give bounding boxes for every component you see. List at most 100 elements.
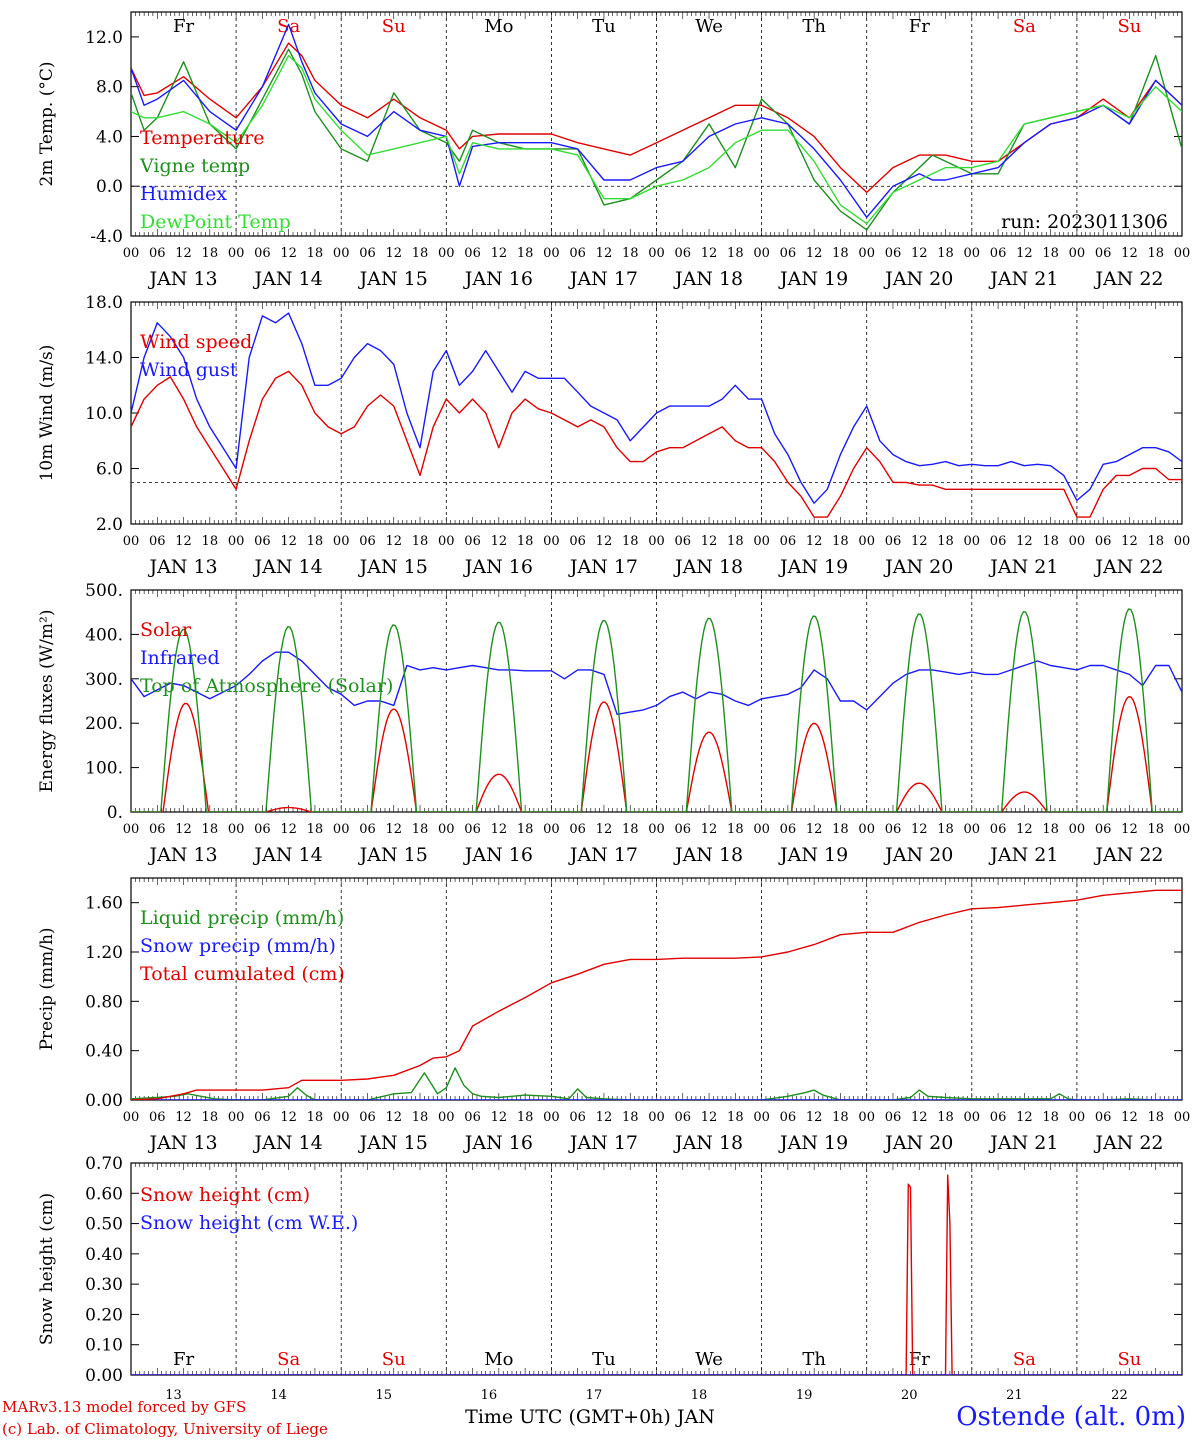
hour-tick-label: 00: [648, 534, 665, 549]
hour-tick-label: 18: [727, 822, 744, 837]
series-group: [131, 608, 1182, 812]
hour-tick-label: 00: [1174, 534, 1191, 549]
series-line: [131, 651, 1182, 715]
hour-tick-label: 00: [543, 534, 560, 549]
hour-tick-label: 12: [491, 822, 508, 837]
hour-tick-label: 00: [543, 822, 560, 837]
hour-tick-label: 18: [832, 822, 849, 837]
hour-tick-label: 18: [1147, 246, 1164, 261]
date-label: JAN 15: [358, 844, 428, 866]
date-label: JAN 15: [358, 556, 428, 578]
legend-entry: Snow height (cm W.E.): [140, 1212, 358, 1234]
y-tick-label: 300.: [85, 670, 123, 690]
hour-tick-label: 12: [806, 534, 823, 549]
date-label: JAN 17: [568, 268, 638, 290]
hour-tick-label: 06: [254, 1110, 271, 1125]
hour-tick-label: 12: [911, 246, 928, 261]
hour-tick-label: 06: [569, 534, 586, 549]
date-label: JAN 20: [883, 268, 953, 290]
hour-tick-label: 06: [885, 1110, 902, 1125]
hour-tick-label: 00: [123, 246, 140, 261]
hour-tick-label: 06: [1095, 534, 1112, 549]
hour-tick-label: 12: [1121, 1110, 1138, 1125]
hour-tick-label: 12: [806, 246, 823, 261]
weekday-label: Mo: [484, 16, 513, 37]
date-label: JAN 13: [147, 1132, 217, 1154]
date-label: JAN 21: [988, 268, 1058, 290]
panel-5: 0.00 0.10 0.20 0.30 0.40 0.50 0.60 0.70 Snow hei…: [37, 1154, 1183, 1403]
date-label: JAN 21: [988, 556, 1058, 578]
hour-tick-label: 06: [780, 1110, 797, 1125]
weekday-label: We: [695, 16, 723, 37]
run-label: run: 2023011306: [1001, 211, 1168, 233]
y-tick-label: 0.80: [85, 992, 123, 1012]
hour-tick-label: 06: [885, 822, 902, 837]
hour-tick-label: 00: [438, 246, 455, 261]
date-label: JAN 19: [778, 844, 848, 866]
lab-credit: (c) Lab. of Climatology, University of L…: [2, 1420, 328, 1438]
hour-tick-label: 00: [1069, 822, 1086, 837]
hour-tick-label: 12: [1016, 246, 1033, 261]
hour-tick-label: 06: [464, 822, 481, 837]
panel-4: 0.00 0.40 0.80 1.20 1.60 Precip (mm/h) 00 06 12 1…: [37, 877, 1190, 1154]
hour-tick-label: 18: [622, 246, 639, 261]
y-tick-label: 14.0: [85, 349, 123, 369]
y-tick-label: 12.0: [85, 28, 123, 48]
hour-tick-label: 00: [228, 534, 245, 549]
hour-tick-label: 18: [517, 1110, 534, 1125]
hour-tick-label: 06: [1095, 822, 1112, 837]
hour-tick-label: 12: [280, 246, 297, 261]
hour-tick-label: 00: [1069, 534, 1086, 549]
date-label: JAN 22: [1093, 844, 1163, 866]
hour-tick-label: 00: [543, 246, 560, 261]
hour-tick-label: 00: [648, 822, 665, 837]
hour-tick-label: 12: [491, 534, 508, 549]
series-line: [131, 696, 1182, 812]
hour-tick-label: 00: [1174, 822, 1191, 837]
hour-tick-label: 00: [753, 822, 770, 837]
hour-tick-label: 12: [911, 822, 928, 837]
hour-tick-label: 18: [412, 534, 429, 549]
date-label: JAN 18: [673, 268, 743, 290]
series-group: [131, 1174, 1182, 1375]
hour-tick-label: 18: [412, 1110, 429, 1125]
date-label: JAN 15: [358, 268, 428, 290]
date-label: JAN 16: [463, 844, 533, 866]
date-label: 15: [375, 1388, 392, 1403]
hour-tick-label: 12: [175, 822, 192, 837]
hour-tick-label: 18: [937, 822, 954, 837]
y-tick-label: 0.10: [85, 1336, 123, 1356]
station-label: Ostende (alt. 0m): [956, 1402, 1186, 1432]
hour-tick-label: 12: [806, 822, 823, 837]
model-credit: MARv3.13 model forced by GFS: [2, 1398, 247, 1416]
hour-tick-label: 12: [385, 534, 402, 549]
legend-entry: DewPoint Temp: [140, 211, 291, 233]
hour-tick-label: 00: [123, 534, 140, 549]
hour-tick-label: 18: [202, 246, 219, 261]
legend-entry: Total cumulated (cm): [140, 963, 345, 985]
date-label: JAN 13: [147, 844, 217, 866]
hour-tick-label: 06: [149, 534, 166, 549]
hour-tick-label: 00: [123, 1110, 140, 1125]
hour-tick-label: 06: [780, 246, 797, 261]
hour-tick-label: 18: [1147, 534, 1164, 549]
hour-tick-label: 06: [254, 822, 271, 837]
hour-tick-label: 00: [753, 246, 770, 261]
date-label: JAN 14: [253, 844, 323, 866]
y-axis-label: Snow height (cm): [37, 1193, 57, 1345]
series-line: [131, 54, 1182, 225]
hour-tick-label: 00: [438, 1110, 455, 1125]
hour-tick-label: 12: [280, 1110, 297, 1125]
y-tick-label: 0.60: [85, 1184, 123, 1204]
hour-tick-label: 00: [648, 1110, 665, 1125]
weekday-label: Tu: [592, 16, 616, 37]
y-tick-label: 0.: [107, 803, 123, 823]
weekday-label: Mo: [484, 1349, 513, 1370]
hour-tick-label: 12: [1016, 1110, 1033, 1125]
date-label: JAN 22: [1093, 268, 1163, 290]
date-label: JAN 18: [673, 844, 743, 866]
hour-tick-label: 00: [228, 1110, 245, 1125]
hour-tick-label: 00: [1069, 246, 1086, 261]
hour-tick-label: 18: [202, 534, 219, 549]
hour-tick-label: 18: [832, 246, 849, 261]
